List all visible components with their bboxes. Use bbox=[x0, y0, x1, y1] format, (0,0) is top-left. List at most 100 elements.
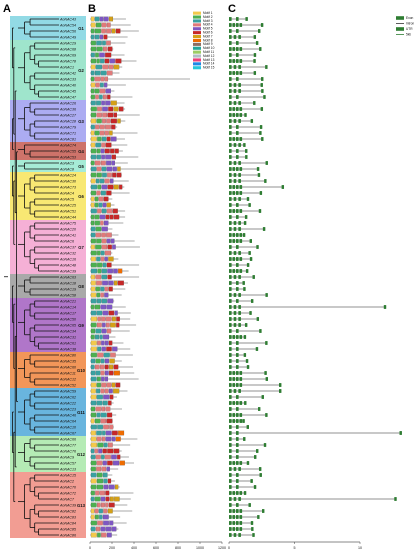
motif-box bbox=[104, 58, 110, 64]
motif-box bbox=[105, 340, 109, 346]
motif-box bbox=[90, 532, 97, 538]
exon-box bbox=[236, 269, 239, 273]
motif-box bbox=[97, 520, 103, 526]
motif-box bbox=[90, 268, 97, 274]
gene-label: AoNAC20 bbox=[59, 227, 76, 231]
motif-box bbox=[102, 172, 107, 178]
exon-box bbox=[232, 257, 236, 261]
exon-box bbox=[233, 323, 237, 327]
exon-box bbox=[238, 497, 241, 501]
motif-box bbox=[96, 148, 101, 154]
exon-box bbox=[253, 35, 257, 39]
motif-box bbox=[113, 460, 120, 466]
exon-box bbox=[236, 461, 239, 465]
gene-label: AoNAC53 bbox=[59, 155, 76, 159]
exon-box bbox=[229, 251, 232, 255]
axis-tick-label: 0 bbox=[89, 546, 91, 550]
gene-label: AoNAC84 bbox=[59, 521, 76, 525]
motif-box bbox=[104, 250, 112, 256]
motif-box bbox=[105, 52, 112, 58]
clade-label: G1 bbox=[78, 26, 84, 31]
exon-box bbox=[236, 233, 239, 237]
motif-box bbox=[90, 124, 95, 130]
motif-legend-label: Motif 7 bbox=[203, 34, 213, 38]
exon-box bbox=[236, 437, 239, 441]
exon-box bbox=[229, 497, 232, 501]
exon-box bbox=[229, 527, 232, 531]
gene-label: AoNAC56 bbox=[59, 29, 76, 33]
motif-box bbox=[94, 76, 101, 82]
clade-label: G13 bbox=[77, 503, 86, 508]
motif-box bbox=[109, 364, 114, 370]
axis-tick-label: 5 bbox=[294, 546, 296, 550]
motif-box bbox=[108, 400, 112, 406]
motif-box bbox=[106, 160, 112, 166]
exon-box bbox=[229, 377, 232, 381]
motif-box bbox=[106, 136, 111, 142]
exon-box bbox=[236, 167, 239, 171]
motif-box bbox=[94, 514, 99, 520]
motif-box bbox=[96, 112, 102, 118]
exon-box bbox=[281, 185, 285, 189]
exon-box bbox=[232, 413, 236, 417]
exon-box bbox=[229, 359, 232, 363]
exon-box bbox=[256, 167, 260, 171]
motif-box bbox=[90, 370, 96, 376]
gene-label: AoNAC51 bbox=[59, 209, 76, 213]
exon-box bbox=[238, 293, 241, 297]
motif-box bbox=[105, 124, 111, 130]
gene-label: AoNAC27 bbox=[59, 113, 77, 117]
exon-box bbox=[229, 89, 232, 93]
motif-box bbox=[90, 16, 95, 22]
axis-tick-label: 10 bbox=[358, 546, 362, 550]
exon-box bbox=[239, 71, 243, 75]
motif-box bbox=[95, 274, 102, 280]
motif-box bbox=[109, 370, 114, 376]
motif-box bbox=[101, 532, 107, 538]
motif-box bbox=[90, 250, 97, 256]
gene-label: AoNAC6 bbox=[59, 239, 74, 243]
motif-box bbox=[104, 178, 110, 184]
exon-box bbox=[229, 221, 232, 225]
motif-box bbox=[111, 154, 116, 160]
exon-box bbox=[239, 137, 243, 141]
motif-box bbox=[90, 130, 95, 136]
gene-label: AoNAC33 bbox=[59, 77, 76, 81]
motif-box bbox=[107, 448, 114, 454]
exon-box bbox=[229, 353, 232, 357]
axis-tick-label: 800 bbox=[175, 546, 181, 550]
motif-box bbox=[103, 508, 108, 514]
motif-box bbox=[103, 334, 110, 340]
motif-box bbox=[90, 160, 95, 166]
exon-box bbox=[252, 533, 255, 537]
exon-box bbox=[229, 521, 232, 525]
motif-box bbox=[90, 142, 96, 148]
exon-box bbox=[239, 377, 243, 381]
motif-box bbox=[97, 340, 101, 346]
motif-box bbox=[103, 352, 110, 358]
exon-box bbox=[243, 143, 246, 147]
exon-box bbox=[229, 125, 232, 129]
motif-box bbox=[90, 46, 97, 52]
exon-box bbox=[232, 113, 236, 117]
gene-label: AoNAC10 bbox=[59, 425, 76, 429]
exon-box bbox=[233, 197, 237, 201]
motif-box bbox=[102, 262, 107, 268]
exon-box bbox=[229, 155, 232, 159]
exon-box bbox=[232, 167, 236, 171]
motif-box bbox=[109, 358, 115, 364]
motif-box bbox=[106, 238, 111, 244]
exon-box bbox=[236, 413, 239, 417]
exon-box bbox=[236, 257, 239, 261]
motif-box bbox=[101, 346, 106, 352]
gene-label: AoNAC77 bbox=[59, 443, 77, 447]
motif-box bbox=[95, 178, 100, 184]
exon-box bbox=[233, 389, 237, 393]
gene-label: AoNAC32 bbox=[59, 251, 76, 255]
exon-box bbox=[239, 509, 243, 513]
exon-box bbox=[229, 419, 232, 423]
exon-box bbox=[249, 257, 253, 261]
exon-box bbox=[236, 491, 239, 495]
motif-box bbox=[100, 364, 105, 370]
motif-box bbox=[94, 16, 100, 22]
